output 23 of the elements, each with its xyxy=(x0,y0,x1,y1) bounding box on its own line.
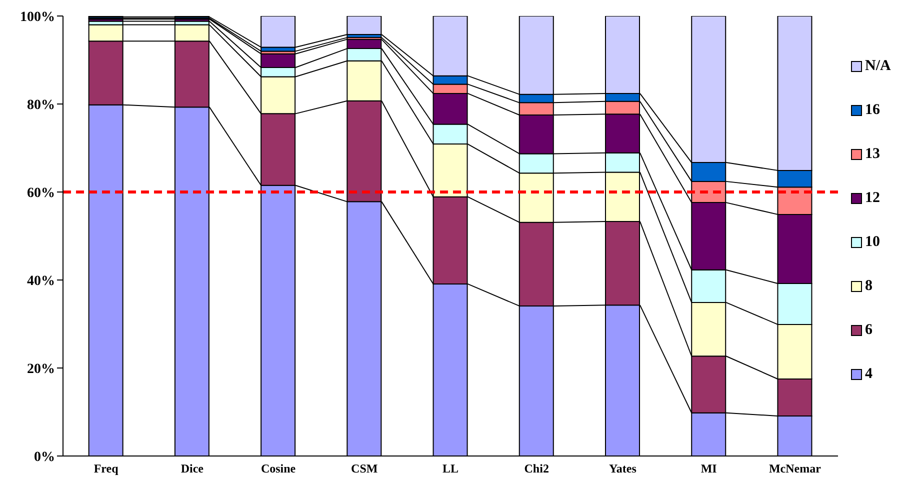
legend-label: 10 xyxy=(865,234,880,251)
x-tick-label: CSM xyxy=(351,462,378,476)
y-tick-label: 80% xyxy=(27,98,55,113)
x-tick-label: MI xyxy=(700,462,718,476)
y-tick-label: 40% xyxy=(27,274,55,289)
x-tick-label: Chi2 xyxy=(524,462,549,476)
y-tick-label: 100% xyxy=(20,10,55,25)
x-tick-label: Dice xyxy=(180,462,204,476)
legend-label: 13 xyxy=(865,146,880,163)
x-tick-label: LL xyxy=(442,462,459,476)
y-tick-label: 20% xyxy=(27,362,55,377)
x-tick-label: McNemar xyxy=(768,462,822,476)
legend-label: 4 xyxy=(865,366,872,383)
legend-label: 8 xyxy=(865,278,872,295)
x-tick-label: Freq xyxy=(94,462,119,476)
legend-label: 12 xyxy=(865,190,880,207)
x-tick-label: Yates xyxy=(609,462,637,476)
legend-label: N/A xyxy=(865,58,891,75)
legend-label: 6 xyxy=(865,322,872,339)
y-tick-label: 0% xyxy=(34,450,55,465)
legend-label: 16 xyxy=(865,102,880,119)
y-tick-label: 60% xyxy=(27,186,55,201)
x-tick-label: Cosine xyxy=(260,462,296,476)
